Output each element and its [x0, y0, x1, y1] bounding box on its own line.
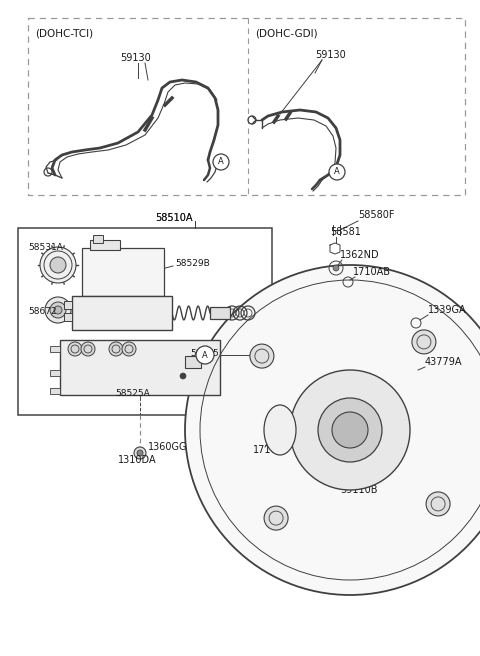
Text: 58510A: 58510A [155, 213, 192, 223]
Text: 1360GG: 1360GG [148, 442, 188, 452]
Text: A: A [334, 167, 340, 176]
Text: 1310DA: 1310DA [118, 455, 156, 465]
Text: 59110B: 59110B [340, 485, 377, 495]
Circle shape [68, 342, 82, 356]
Bar [72, 296, 172, 330]
Text: 17104: 17104 [253, 445, 284, 455]
Text: A: A [202, 350, 208, 359]
Text: 58529B: 58529B [175, 258, 210, 268]
Text: (DOHC-TCI): (DOHC-TCI) [35, 29, 93, 39]
Bar [64, 301, 72, 309]
Bar [18, 228, 272, 415]
Text: 58535: 58535 [190, 348, 219, 358]
Circle shape [290, 370, 410, 490]
Bar [185, 356, 201, 368]
Circle shape [40, 247, 76, 283]
Bar [50, 370, 60, 376]
Bar [82, 248, 164, 296]
Circle shape [81, 342, 95, 356]
Circle shape [332, 412, 368, 448]
Bar [90, 240, 120, 250]
Circle shape [122, 342, 136, 356]
Text: A: A [218, 157, 224, 167]
Text: 1339GA: 1339GA [428, 305, 467, 315]
Bar [50, 388, 60, 394]
Circle shape [137, 450, 143, 456]
Circle shape [50, 257, 66, 273]
Circle shape [185, 265, 480, 595]
Circle shape [412, 330, 436, 354]
Bar [210, 307, 230, 319]
Circle shape [329, 164, 345, 180]
Circle shape [45, 297, 71, 323]
Text: 43779A: 43779A [425, 357, 463, 367]
Circle shape [213, 154, 229, 170]
Circle shape [196, 346, 214, 364]
Circle shape [54, 306, 62, 314]
Text: 58580F: 58580F [358, 210, 395, 220]
Text: 58531A: 58531A [28, 243, 63, 251]
Circle shape [318, 398, 382, 462]
Circle shape [134, 447, 146, 459]
Circle shape [333, 265, 339, 271]
Text: 1710AB: 1710AB [353, 267, 391, 277]
Circle shape [180, 373, 186, 379]
Ellipse shape [264, 405, 296, 455]
Text: 59130: 59130 [120, 53, 151, 63]
Text: 59130: 59130 [315, 50, 346, 60]
Text: 1362ND: 1362ND [340, 250, 380, 260]
Text: 58581: 58581 [330, 227, 361, 237]
Text: 58510A: 58510A [155, 213, 192, 223]
Text: 58672: 58672 [28, 308, 57, 316]
Circle shape [426, 492, 450, 516]
Text: (DOHC-GDI): (DOHC-GDI) [255, 29, 318, 39]
Bar [60, 340, 220, 395]
Circle shape [109, 342, 123, 356]
Circle shape [250, 344, 274, 368]
Bar [93, 235, 103, 243]
Circle shape [264, 506, 288, 530]
Circle shape [50, 302, 66, 318]
Bar [64, 313, 72, 321]
Text: 58525A: 58525A [115, 388, 150, 398]
Bar [50, 346, 60, 352]
